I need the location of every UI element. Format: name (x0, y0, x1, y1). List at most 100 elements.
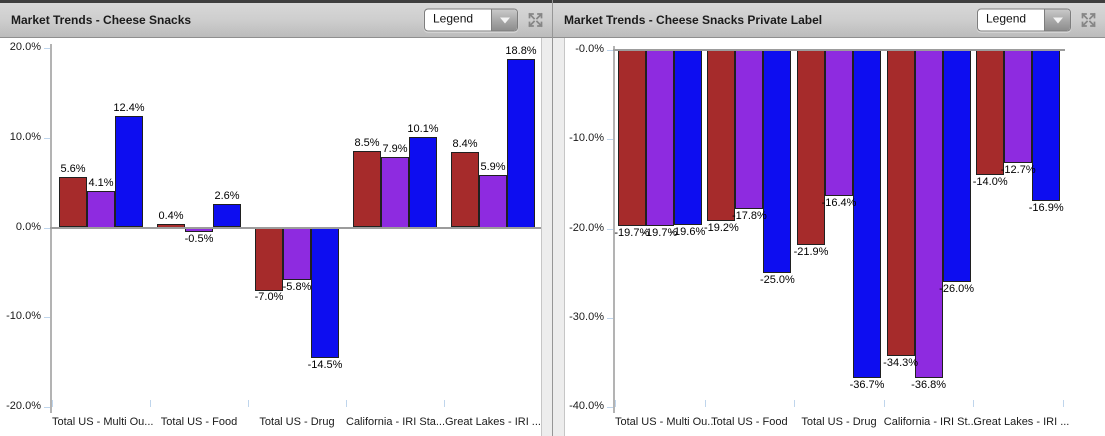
y-axis-tick-label: -0.0% (575, 43, 604, 55)
bar-value-label: 0.4% (158, 209, 184, 222)
y-axis-tick-label: 20.0% (9, 41, 41, 53)
y-axis-tick-label: -10.0% (6, 310, 41, 323)
bar-value-label: -34.3% (883, 357, 919, 370)
bar[interactable] (381, 156, 409, 228)
y-axis-tick (607, 50, 613, 51)
bar-value-label: 5.9% (480, 160, 506, 173)
y-axis-tick (44, 227, 50, 229)
y-axis-tick (607, 139, 613, 141)
y-axis-tick (607, 317, 613, 319)
bar[interactable] (976, 50, 1004, 175)
bar[interactable] (311, 227, 339, 358)
legend-dropdown[interactable]: Legend (977, 8, 1071, 32)
bar-value-label: 8.4% (452, 138, 478, 151)
legend-dropdown-button[interactable] (1044, 9, 1070, 31)
x-axis-tick (884, 400, 885, 407)
x-axis-tick (150, 400, 151, 407)
bar[interactable] (853, 50, 881, 378)
bar[interactable] (451, 152, 479, 228)
bar[interactable] (618, 50, 646, 226)
bar[interactable] (115, 116, 143, 228)
bar[interactable] (255, 227, 283, 291)
bar[interactable] (825, 50, 853, 196)
legend-dropdown-button[interactable] (491, 9, 517, 31)
bar[interactable] (674, 50, 702, 225)
panel-title: Market Trends - Cheese Snacks (11, 13, 192, 27)
chevron-down-icon (499, 17, 510, 23)
bar-value-label: -5.8% (282, 280, 312, 293)
y-axis-tick (607, 407, 613, 408)
y-axis-tick-label: -20.0% (569, 221, 604, 234)
x-axis-category-label: California - IRI St... (883, 416, 977, 428)
bar[interactable] (479, 174, 507, 228)
bar-chart-private-label: -0.0% -10.0% -20.0% -30.0% -40.0% -19.7% -19.2… (553, 38, 1105, 436)
bar-value-label: -16.4% (821, 197, 857, 210)
bar-value-label: -16.9% (1028, 201, 1064, 214)
bar-value-label: -36.8% (911, 379, 947, 392)
zero-baseline (50, 226, 544, 229)
bar-value-label: 7.9% (382, 142, 408, 155)
bar-value-label: -21.9% (793, 246, 829, 259)
bar[interactable] (283, 227, 311, 280)
bar-value-label: 12.4% (113, 102, 145, 115)
chart-panel-cheese-snacks: Market Trends - Cheese Snacks Legend 20.… (0, 0, 552, 436)
panel-gutter (541, 38, 552, 436)
y-axis-tick (44, 407, 50, 408)
bar-value-label: -14.0% (972, 175, 1008, 188)
y-axis-tick-label: -30.0% (569, 310, 604, 323)
expand-arrows-icon (527, 12, 543, 28)
bar[interactable] (1032, 50, 1060, 201)
bar[interactable] (353, 151, 381, 228)
x-axis-tick (52, 400, 53, 407)
y-axis-tick (44, 317, 50, 319)
x-axis-tick (444, 400, 445, 407)
y-axis-tick (44, 137, 50, 139)
bar[interactable] (1004, 50, 1032, 163)
x-axis-tick (705, 400, 706, 407)
y-axis-line (613, 46, 615, 413)
panel-header: Market Trends - Cheese Snacks Private La… (553, 0, 1105, 38)
maximize-button[interactable] (1079, 12, 1097, 29)
x-axis-tick (615, 400, 616, 407)
x-axis-category-label: Total US - Drug (259, 416, 335, 428)
x-axis-category-label: Total US - Food (160, 416, 238, 428)
bar-value-label: -19.7% (614, 226, 650, 239)
bar-value-label: 8.5% (354, 137, 380, 150)
x-axis-tick (248, 400, 249, 407)
bar[interactable] (409, 136, 437, 228)
x-axis-tick (1063, 400, 1064, 407)
bar-value-label: -0.5% (184, 232, 214, 245)
bar[interactable] (887, 50, 915, 356)
bar-value-label: -12.7% (1000, 164, 1036, 177)
bar[interactable] (915, 50, 943, 378)
bar-value-label: -17.8% (731, 209, 767, 222)
x-axis-category-label: Total US - Drug (801, 416, 877, 428)
bar-value-label: -19.2% (703, 222, 739, 235)
bar[interactable] (707, 50, 735, 221)
y-axis-tick-label: 10.0% (9, 130, 41, 143)
bar[interactable] (943, 50, 971, 282)
x-axis-category-label: Great Lakes - IRI ... (445, 416, 541, 428)
bar[interactable] (507, 58, 535, 228)
bar[interactable] (213, 204, 241, 228)
bar-value-label: -26.0% (939, 283, 975, 296)
legend-dropdown[interactable]: Legend (424, 8, 518, 32)
bar[interactable] (87, 190, 115, 228)
bar-value-label: -36.7% (849, 378, 885, 391)
bar-value-label: 5.6% (60, 163, 86, 176)
y-axis-line (50, 44, 52, 413)
maximize-button[interactable] (526, 12, 544, 29)
panel-header: Market Trends - Cheese Snacks Legend (0, 0, 552, 38)
y-axis-tick-label: 0.0% (15, 220, 41, 233)
chevron-down-icon (1052, 17, 1063, 23)
bar[interactable] (735, 50, 763, 209)
legend-dropdown-label: Legend (433, 11, 474, 26)
bar-value-label: -25.0% (759, 274, 795, 287)
y-axis-tick (44, 48, 50, 49)
y-axis-tick-label: -10.0% (569, 132, 604, 145)
bar[interactable] (763, 50, 791, 273)
bar[interactable] (797, 50, 825, 245)
bar[interactable] (646, 50, 674, 226)
bar[interactable] (59, 177, 87, 228)
